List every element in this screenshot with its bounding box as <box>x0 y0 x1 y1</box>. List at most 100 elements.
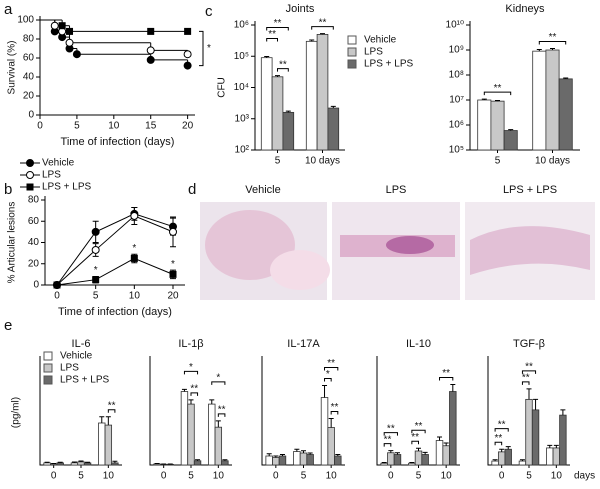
significance-label: ** <box>327 358 335 369</box>
y-tick-label: 10⁶ <box>234 20 249 31</box>
error-bar <box>519 459 525 462</box>
error-bar <box>273 455 279 458</box>
bar <box>166 463 174 466</box>
error-bar <box>505 446 511 450</box>
error-bar <box>209 399 215 405</box>
x-tick-label: 10 <box>103 471 115 482</box>
bar <box>187 403 195 466</box>
panel-label: c <box>205 3 213 20</box>
significance-bracket <box>277 68 289 72</box>
x-axis-label: Time of infection (days) <box>58 306 172 318</box>
legend-label: LPS <box>42 170 61 181</box>
y-axis-label: % Articular lesions <box>7 202 18 284</box>
legend-label: LPS <box>60 363 79 374</box>
significance-bracket <box>266 38 278 42</box>
error-bar <box>78 460 84 462</box>
error-bar <box>322 385 328 398</box>
marker <box>130 211 139 220</box>
significance-bracket <box>521 381 530 385</box>
marker <box>50 21 59 30</box>
chart-title: IL-6 <box>72 338 91 350</box>
error-bar <box>266 453 272 456</box>
x-unit-label: days <box>574 471 595 482</box>
x-tick-label: 10 days <box>305 156 340 167</box>
panel-label: b <box>4 181 12 198</box>
significance-label: ** <box>384 434 392 445</box>
significance-label: ** <box>415 421 423 432</box>
image-detail <box>386 236 434 254</box>
error-bar <box>437 436 443 441</box>
legend-label: LPS + LPS <box>42 182 92 193</box>
x-tick-label: 5 <box>526 471 532 482</box>
error-bar <box>222 459 228 461</box>
bar <box>49 463 58 466</box>
y-tick-label: 10⁴ <box>234 82 249 93</box>
bar <box>414 450 423 466</box>
x-tick-label: 5 <box>74 121 80 132</box>
bar <box>299 452 308 466</box>
bar <box>532 50 547 151</box>
bar <box>104 424 113 466</box>
bar <box>490 100 505 151</box>
x-tick-label: 5 <box>93 291 99 302</box>
error-bar <box>294 448 300 452</box>
x-tick-label: 0 <box>161 471 167 482</box>
panel-label: e <box>4 317 12 334</box>
error-bar <box>264 56 270 58</box>
x-tick-label: 10 <box>551 471 563 482</box>
axes <box>376 356 460 466</box>
legend-label: Vehicle <box>42 158 75 169</box>
bar <box>77 461 85 466</box>
bar <box>558 78 573 151</box>
significance-label: ** <box>331 402 339 413</box>
chart-title: Joints <box>286 3 315 15</box>
error-bar <box>85 461 91 463</box>
image-title: LPS + LPS <box>503 184 557 196</box>
panel-label: d <box>188 181 196 198</box>
bar <box>449 391 457 466</box>
bar <box>153 463 161 466</box>
legend-label: Vehicle <box>60 351 93 362</box>
y-axis-label: CFU <box>217 77 228 98</box>
marker <box>53 281 61 289</box>
significance-bracket <box>266 27 289 31</box>
significance-label: * <box>94 265 98 276</box>
error-bar <box>71 461 77 463</box>
significance-bracket <box>311 26 334 30</box>
bar <box>518 460 527 466</box>
marker <box>183 61 192 70</box>
error-bar <box>416 447 421 451</box>
series-line <box>56 257 174 286</box>
y-tick-label: 80 <box>28 195 40 206</box>
error-bar <box>409 462 415 464</box>
bar <box>293 451 301 466</box>
bar <box>435 440 444 466</box>
axes <box>149 356 232 466</box>
bar <box>221 460 229 466</box>
significance-bracket <box>211 381 226 385</box>
bar <box>316 34 329 151</box>
histology-images: Vehicle LPS LPS + LPS <box>200 184 595 300</box>
error-bar <box>547 444 553 448</box>
bar <box>380 462 388 466</box>
y-tick-label: 20 <box>28 258 40 269</box>
y-tick-label: 80 <box>23 34 35 45</box>
x-tick-label: 0 <box>499 471 505 482</box>
x-tick-label: 0 <box>37 121 43 132</box>
x-tick-label: 5 <box>301 471 307 482</box>
bar <box>477 99 492 151</box>
error-bar <box>560 409 566 416</box>
significance-bracket <box>324 367 339 371</box>
y-tick-label: 60 <box>23 53 35 64</box>
bar <box>214 426 223 466</box>
significance-bracket <box>494 441 503 446</box>
x-tick-label: 5 <box>416 471 422 482</box>
significance-label: ** <box>411 432 419 443</box>
y-tick-label: 10² <box>235 145 250 156</box>
significance-label: * <box>132 243 136 254</box>
significance-label: ** <box>525 362 533 373</box>
significance-label: * <box>326 369 330 380</box>
legend-swatch <box>347 47 357 57</box>
error-bar <box>388 450 394 453</box>
